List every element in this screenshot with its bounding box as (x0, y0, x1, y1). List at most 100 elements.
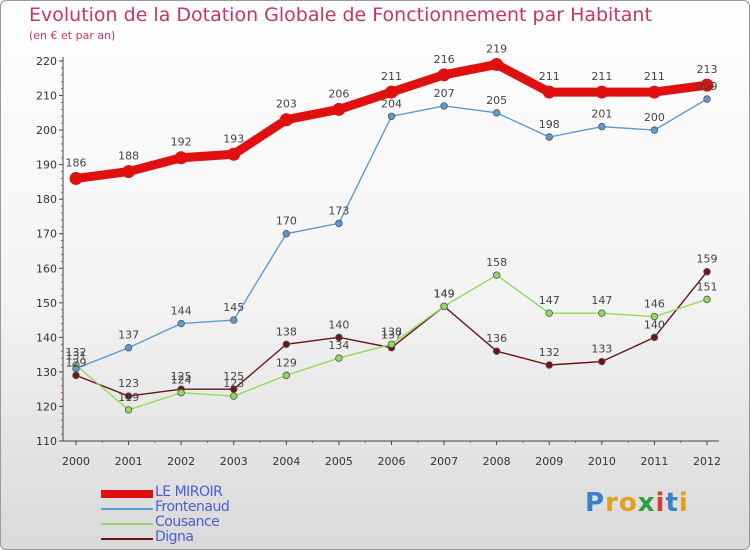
data-label: 158 (486, 256, 507, 269)
data-point (437, 68, 451, 82)
data-point (279, 113, 293, 127)
series-frontenaud (72, 95, 711, 373)
logo-letter: x (637, 488, 656, 518)
data-point (385, 85, 398, 99)
series-le-miroir (69, 57, 714, 185)
legend-swatch (101, 522, 153, 525)
data-label: 131 (66, 349, 87, 362)
data-label: 123 (118, 377, 139, 390)
data-label: 119 (118, 391, 139, 404)
data-label: 147 (539, 294, 560, 307)
data-label: 173 (328, 204, 349, 217)
data-point (492, 109, 501, 117)
logo-letter: P (585, 488, 606, 518)
data-label: 219 (486, 42, 507, 55)
data-point (647, 85, 661, 99)
data-label: 211 (591, 70, 612, 83)
proxiti-logo: Proxiti (585, 488, 689, 518)
data-point (227, 147, 241, 161)
data-label: 129 (276, 356, 297, 369)
x-tick-label: 2003 (220, 455, 248, 468)
data-point (598, 122, 606, 131)
data-point (700, 78, 714, 92)
data-point (545, 309, 553, 317)
legend-label: LE MIROIR (155, 484, 223, 500)
y-tick-label: 210 (36, 90, 57, 103)
data-label: 192 (171, 136, 192, 149)
data-label: 137 (118, 329, 139, 342)
series-layer (69, 57, 714, 414)
data-label: 149 (434, 287, 455, 300)
data-point (595, 85, 609, 99)
data-point (492, 347, 501, 355)
data-point (230, 392, 238, 400)
x-tick-label: 2006 (378, 455, 406, 468)
logo-letter: r (605, 488, 619, 518)
x-tick-label: 2010 (588, 455, 616, 468)
data-point (282, 371, 291, 380)
y-tick-label: 220 (36, 55, 57, 68)
chart-subtitle: (en € et par an) (29, 29, 116, 42)
data-label: 134 (328, 339, 349, 352)
data-label: 211 (539, 70, 560, 83)
data-point (650, 333, 659, 342)
x-tick-label: 2009 (535, 455, 563, 468)
x-tick-label: 2001 (115, 455, 143, 468)
data-point (545, 361, 553, 369)
y-tick-label: 170 (36, 228, 57, 241)
data-point (174, 151, 188, 165)
data-label: 204 (381, 97, 402, 110)
data-label: 140 (644, 318, 665, 331)
data-point (282, 230, 291, 238)
legend-swatch (101, 507, 153, 510)
data-label: 206 (328, 87, 349, 100)
data-label: 159 (697, 253, 718, 266)
y-tick-label: 180 (36, 193, 57, 206)
x-tick-label: 2007 (430, 455, 458, 468)
x-tick-label: 2008 (483, 455, 511, 468)
y-tick-label: 150 (36, 297, 57, 310)
data-label: 186 (66, 156, 87, 169)
legend-swatch (101, 489, 153, 498)
data-point (335, 333, 343, 342)
logo-letter: t (665, 488, 679, 518)
data-label: 203 (276, 98, 297, 111)
data-point (703, 95, 711, 103)
y-tick-label: 130 (36, 366, 57, 379)
logo-letter: i (655, 488, 666, 518)
chart-axes: 110 120 130 140 150 160 170 180 190 200 210 220 2000… (36, 55, 721, 468)
data-label: 209 (697, 80, 718, 93)
legend-label: Cousance (155, 514, 220, 530)
x-tick-label: 2000 (62, 455, 90, 468)
data-point (387, 112, 396, 120)
data-point (72, 364, 80, 373)
data-point (598, 357, 606, 366)
data-point (387, 340, 396, 348)
series-cousance (72, 271, 711, 414)
data-point (72, 371, 80, 380)
data-label: 123 (223, 377, 244, 390)
data-label: 145 (223, 301, 244, 314)
data-label: 146 (644, 298, 665, 311)
data-label: 125 (223, 370, 244, 383)
data-label: 144 (171, 305, 192, 318)
data-point (440, 102, 448, 110)
data-label: 170 (276, 215, 297, 228)
data-point (650, 312, 659, 321)
data-label: 132 (66, 346, 87, 359)
data-label: 132 (539, 346, 560, 359)
data-point (69, 171, 83, 185)
logo-letter: o (618, 488, 638, 518)
data-point (332, 102, 346, 116)
data-point (177, 319, 185, 328)
data-label: 193 (223, 132, 244, 145)
data-label: 211 (644, 70, 665, 83)
data-label: 151 (697, 280, 718, 293)
legend-label: Digna (155, 529, 194, 545)
y-tick-label: 110 (36, 435, 57, 448)
data-point (492, 271, 501, 279)
data-label: 137 (381, 329, 402, 342)
x-tick-label: 2012 (693, 455, 721, 468)
